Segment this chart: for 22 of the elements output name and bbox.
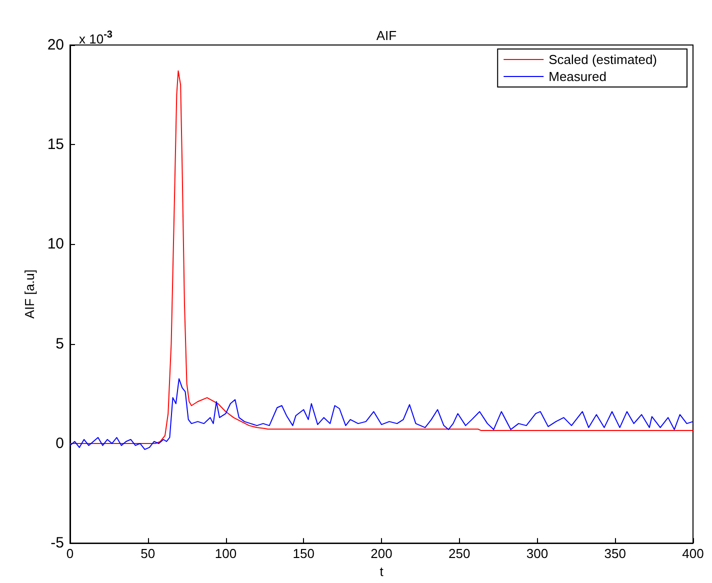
line-series (70, 378, 694, 450)
line-series (70, 70, 694, 444)
legend-label: Scaled (estimated) (548, 52, 658, 67)
y-tick-label: 10 (47, 236, 64, 253)
x-tick-label: 100 (214, 546, 237, 562)
x-tick-label: 300 (526, 546, 548, 562)
y-tick-label: 20 (47, 36, 64, 54)
legend-label: Measured (548, 69, 606, 84)
y-tick-label: 5 (56, 335, 64, 352)
y-tick-label: 15 (47, 136, 64, 154)
y-tick-label: -5 (50, 534, 64, 552)
x-axis-title: t (380, 564, 384, 579)
x-tick-label: 150 (292, 546, 314, 562)
y-tick-label: 0 (56, 434, 64, 452)
y-axis-title: AIF [a.u] (22, 269, 37, 319)
chart-title: AIF (376, 28, 397, 43)
x-tick-label: 350 (604, 546, 626, 562)
x-tick-label: 200 (370, 546, 392, 562)
x-tick-label: 250 (448, 546, 470, 562)
x-tick-label: 0 (66, 546, 74, 562)
x-tick-label: 50 (140, 546, 156, 562)
x-tick-label: 400 (682, 546, 704, 562)
